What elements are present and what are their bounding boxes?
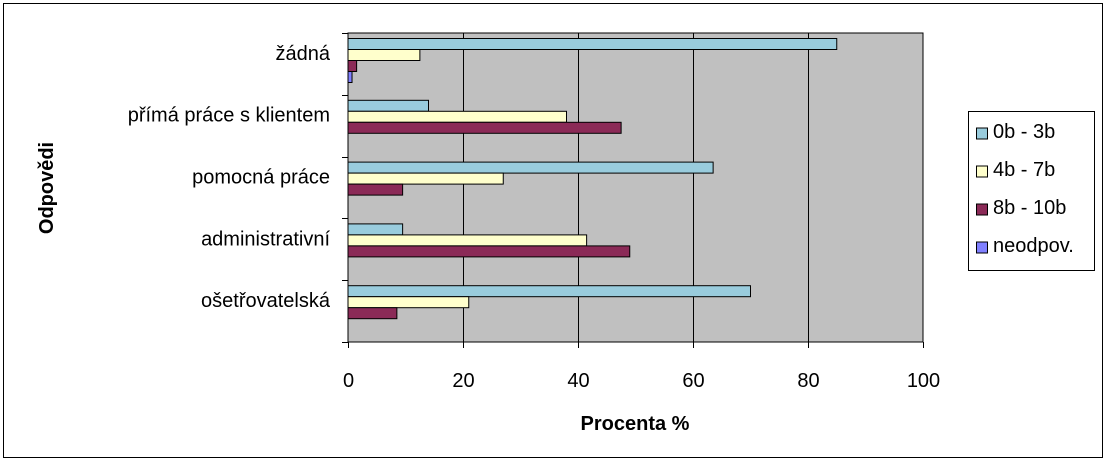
x-tick-label: 80 [797,370,819,392]
x-tick-label: 60 [682,370,704,392]
legend: 0b - 3b 4b - 7b 8b - 10b neodpov. [968,111,1095,271]
bar [347,307,398,320]
bar [347,285,751,298]
legend-swatch [976,127,988,140]
legend-box [968,111,1095,271]
bar [347,121,622,134]
bar [347,172,504,185]
bar [347,38,838,50]
x-tick-label: 20 [452,370,474,392]
y-tick-label: žádná [276,43,331,65]
bar [347,99,429,112]
bar [347,183,404,196]
x-tick-label: 40 [567,370,589,392]
y-tick-label: administrativní [201,228,330,250]
bar [347,296,470,309]
legend-label: neodpov. [993,235,1074,257]
y-tick-label: přímá práce s klientem [128,105,330,127]
bar [347,71,353,83]
y-tick-label: ošetřovatelská [201,290,331,312]
legend-swatch [976,165,988,178]
bar [347,49,421,61]
x-tick-label: 100 [907,370,940,392]
legend-label: 4b - 7b [993,159,1055,181]
bar [347,245,631,258]
y-tick-label: pomocná práce [192,167,330,189]
bars [347,38,838,320]
legend-swatch [976,203,988,216]
bar [347,60,358,72]
bar [347,223,404,236]
x-axis-ticks: 0 20 40 60 80 100 [343,342,940,392]
y-axis-ticks: ošetřovatelská administrativní pomocná prá… [128,33,348,343]
bar [347,110,567,123]
legend-label: 0b - 3b [993,121,1055,143]
legend-label: 8b - 10b [993,197,1066,219]
bar [347,234,588,247]
bar [347,161,714,174]
x-axis-label: Procenta % [581,413,690,435]
legend-swatch [976,241,988,254]
x-tick-label: 0 [343,370,354,392]
y-axis-label: Odpovědi [36,142,58,234]
